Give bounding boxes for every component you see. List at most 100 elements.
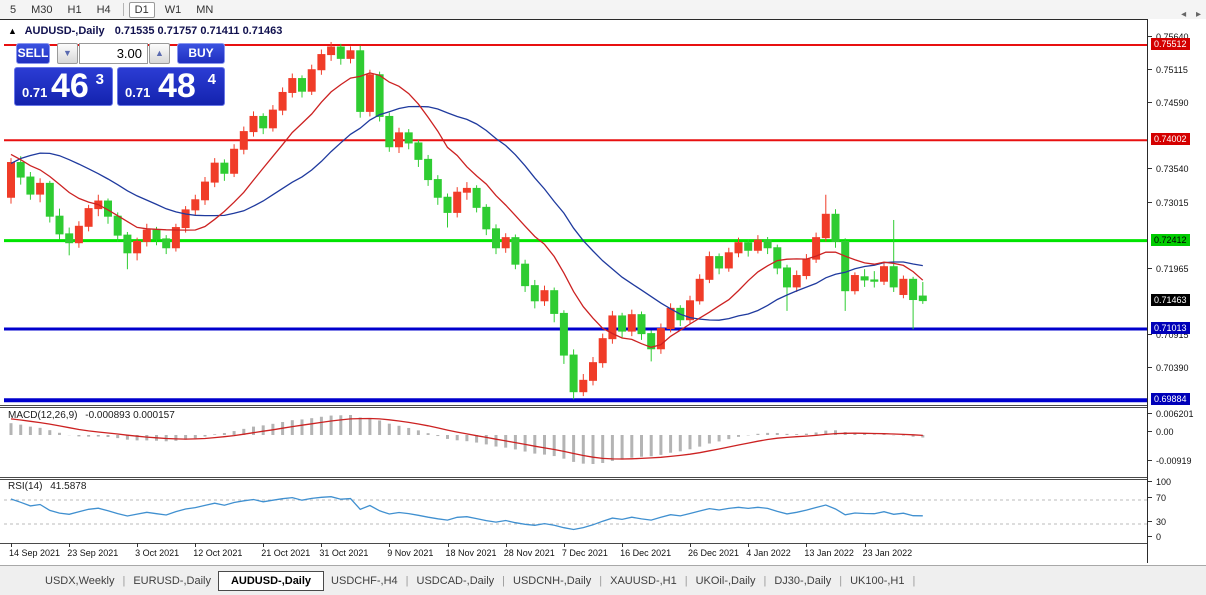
timeframe-button-m30[interactable]: M30: [31, 3, 53, 16]
main-chart-canvas[interactable]: [4, 22, 1147, 405]
candle-body: [201, 181, 209, 201]
time-label: 12 Oct 2021: [193, 548, 243, 558]
time-label: 31 Oct 2021: [319, 548, 369, 558]
timeframe-button-d1[interactable]: D1: [128, 1, 155, 18]
price-badge: 0.74002: [1151, 133, 1190, 146]
candle-body: [239, 131, 248, 150]
candle-body: [734, 242, 743, 254]
candle-body: [55, 215, 64, 235]
buy-button[interactable]: BUY: [177, 43, 225, 64]
price-axis[interactable]: 0.75640 0.75115 0.74590 0.73540 0.73015 0.719…: [1147, 19, 1206, 563]
chart-tab-dj30-daily[interactable]: DJ30-,Daily: [774, 574, 832, 587]
chart-tab-uk100-h1[interactable]: UK100-,H1: [850, 574, 905, 587]
price-tick-mark: [1148, 35, 1152, 37]
chart-tab-usdcad-daily[interactable]: USDCAD-,Daily: [416, 574, 495, 587]
macd-pane-canvas[interactable]: [4, 409, 1147, 477]
time-label: 26 Dec 2021: [688, 548, 740, 558]
candle-body: [433, 179, 442, 198]
chart-tab-audusd-daily[interactable]: AUDUSD-,Daily: [217, 570, 325, 591]
rsi-scale-label: 30: [1156, 517, 1167, 527]
chart-tab-ukoil-daily[interactable]: UKOil-,Daily: [695, 574, 756, 587]
candle-body: [36, 182, 45, 195]
time-label: 23 Jan 2022: [862, 548, 913, 558]
candle-body: [26, 176, 35, 195]
chart-tab-usdx-weekly[interactable]: USDX,Weekly: [45, 574, 115, 587]
chart-tab-xauusd-h1[interactable]: XAUUSD-,H1: [610, 574, 677, 587]
candle-body: [162, 238, 171, 249]
chart-symbol-period: AUDUSD-,Daily: [24, 25, 105, 37]
candle-body: [317, 54, 326, 71]
chart-tab-eurusd-daily[interactable]: EURUSD-,Daily: [133, 574, 211, 587]
candle-body: [724, 252, 733, 269]
tab-scroll-controls: ◂ ▸: [1174, 9, 1201, 20]
timeframe-button-5[interactable]: 5: [10, 3, 17, 16]
tab-scroll-left-icon[interactable]: ◂: [1181, 9, 1187, 20]
candle-body: [559, 312, 568, 356]
candle-body: [656, 328, 665, 350]
pane-separator[interactable]: [0, 477, 1147, 478]
collapse-triangle-icon[interactable]: ▲: [8, 26, 17, 36]
macd-name: MACD(12,26,9): [8, 410, 78, 421]
buy-price-panel[interactable]: 0.71 48 4: [117, 67, 225, 106]
timeframe-button-w1[interactable]: W1: [164, 3, 182, 16]
timeframe-button-h1[interactable]: H1: [67, 3, 82, 16]
chart-title: ▲ AUDUSD-,Daily 0.71535 0.71757 0.71411 …: [8, 25, 282, 37]
candle-body: [841, 240, 850, 292]
tab-separator: |: [599, 574, 603, 587]
macd-scale-tick: [1148, 413, 1152, 414]
candle-body: [453, 191, 462, 213]
candle-body: [492, 228, 500, 249]
volume-input[interactable]: 3.00: [79, 43, 148, 64]
volume-increase-button[interactable]: ▲: [149, 43, 170, 64]
ma-fast-line: [10, 72, 924, 348]
time-label: 28 Nov 2021: [503, 548, 555, 558]
time-tick-mark: [505, 543, 507, 547]
pane-separator[interactable]: [0, 405, 1147, 406]
tab-separator: |: [502, 574, 506, 587]
candle-body: [589, 362, 597, 381]
candle-body: [385, 115, 394, 148]
chart-tab-usdcnh-daily[interactable]: USDCNH-,Daily: [513, 574, 592, 587]
candle-body: [298, 78, 306, 92]
chart-tab-usdchf-h4[interactable]: USDCHF-,H4: [331, 574, 398, 587]
rsi-scale-label: 70: [1156, 493, 1167, 503]
candle-body: [695, 278, 704, 302]
tab-scroll-right-icon[interactable]: ▸: [1195, 9, 1201, 20]
ma-slow-line: [10, 105, 923, 321]
candle-body: [783, 267, 791, 288]
volume-decrease-button[interactable]: ▼: [57, 43, 78, 64]
candle-body: [181, 209, 190, 229]
time-tick-mark: [137, 543, 139, 547]
candle-body: [191, 199, 200, 211]
time-tick-mark: [195, 543, 197, 547]
pane-separator: [0, 479, 1147, 480]
price-tick-label: 0.73540: [1156, 164, 1189, 175]
sell-price-prefix: 0.71: [22, 85, 48, 100]
timeframe-button-h4[interactable]: H4: [96, 3, 111, 16]
price-tick-mark: [1148, 168, 1152, 170]
chart-window: [0, 19, 1206, 565]
timeframe-button-mn[interactable]: MN: [196, 3, 214, 16]
macd-scale-label: 0.00: [1156, 427, 1174, 437]
candle-body: [569, 354, 578, 393]
candle-body: [424, 158, 433, 181]
time-tick-mark: [563, 543, 565, 547]
sell-price-panel[interactable]: 0.71 46 3: [14, 67, 113, 106]
time-tick-mark: [263, 543, 265, 547]
rsi-pane-canvas[interactable]: [4, 480, 1147, 543]
time-label: 18 Nov 2021: [445, 548, 497, 558]
candle-body: [521, 263, 530, 287]
sell-button[interactable]: SELL: [16, 43, 50, 64]
macd-current-values: -0.000893 0.000157: [85, 410, 175, 421]
candle-body: [686, 300, 694, 321]
macd-signal-line: [10, 417, 923, 460]
rsi-scale-tick: [1148, 481, 1152, 482]
candle-body: [637, 314, 646, 335]
candle-body: [831, 213, 840, 242]
price-tick-label: 0.71965: [1156, 263, 1189, 274]
candle-body: [288, 78, 297, 93]
time-label: 9 Nov 2021: [387, 548, 434, 558]
time-label: 7 Dec 2021: [561, 548, 608, 558]
candle-body: [123, 234, 132, 254]
candle-body: [889, 266, 898, 288]
